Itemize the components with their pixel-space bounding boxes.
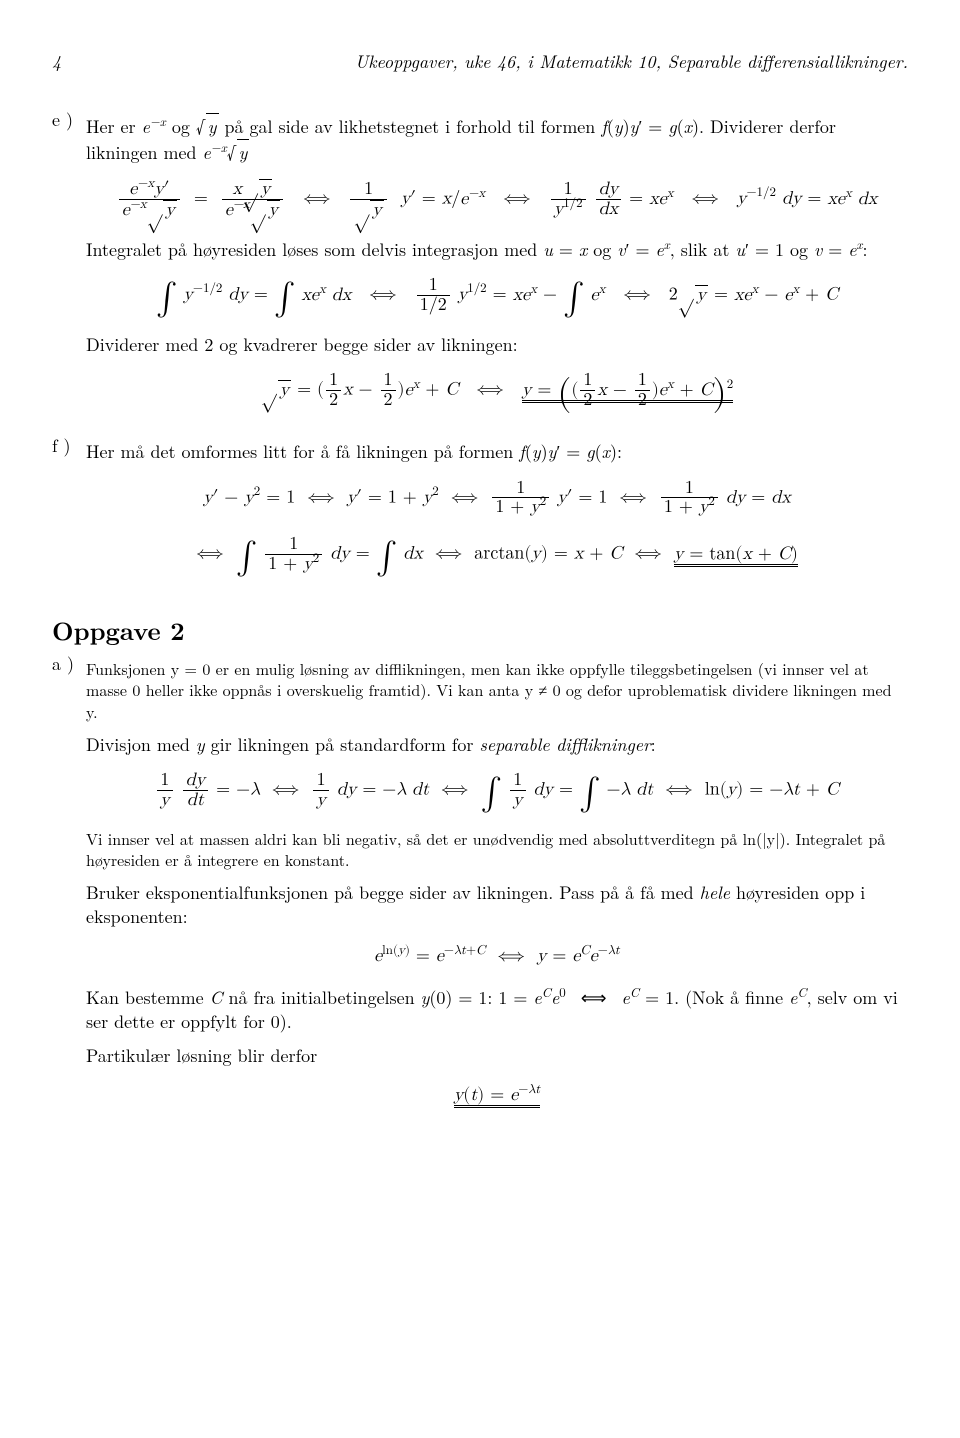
item-f-math2: ⟺ ∫ 11 + y2 dy = ∫ dx ⟺ arctan(y) = x + … xyxy=(86,535,908,574)
item-e-p1: Her er e−x og √y på gal side av likhetst… xyxy=(86,114,908,165)
page-number: 4 xyxy=(52,50,61,74)
page-header: 4 Ukeoppgaver, uke 46, i Matematikk 10, … xyxy=(52,50,908,74)
oppgave-2-title: Oppgave 2 xyxy=(52,614,908,648)
oppgave-2-a-body: Funksjonen y = 0 er en mulig løsning av … xyxy=(86,652,908,1125)
item-e-math1: e−xy′e−x√y = x√ye−x√y ⟺ 1√y y′ = x/e−x ⟺… xyxy=(86,179,908,220)
oppgave-2-a-p2: Divisjon med y gir likningen på standard… xyxy=(86,733,908,757)
item-e-label: e ) xyxy=(52,108,86,428)
item-e-body: Her er e−x og √y på gal side av likhetst… xyxy=(86,108,908,428)
oppgave-2-a-math2: eln(y) = e−λt+C ⟺ y = eCe−λt xyxy=(86,944,908,968)
oppgave-2-a-math3: y(t) = e−λt xyxy=(86,1083,908,1107)
oppgave-2-a-p5: Kan bestemme C nå fra initialbetingelsen… xyxy=(86,986,908,1035)
item-f: f ) Her må det omformes litt for å få li… xyxy=(52,434,908,592)
item-f-label: f ) xyxy=(52,434,86,592)
oppgave-2-a-p4: Bruker eksponentialfunksjonen på begge s… xyxy=(86,881,908,930)
header-title: Ukeoppgaver, uke 46, i Matematikk 10, Se… xyxy=(355,50,908,74)
oppgave-2-a-math1: 1y dydt = −λ ⟺ 1y dy = −λ dt ⟺ ∫ 1y dy =… xyxy=(86,771,908,810)
item-e: e ) Her er e−x og √y på gal side av likh… xyxy=(52,108,908,428)
oppgave-2-a-label: a ) xyxy=(52,652,86,1125)
oppgave-2-a-p3: Vi innser vel at massen aldri kan bli ne… xyxy=(86,828,908,871)
item-f-p1: Her må det omformes litt for å få liknin… xyxy=(86,440,908,464)
oppgave-2-a-p6: Partikulær løsning blir derfor xyxy=(86,1044,908,1068)
oppgave-2-a: a ) Funksjonen y = 0 er en mulig løsning… xyxy=(52,652,908,1125)
item-e-math2: ∫ y−1/2 dy = ∫ xex dx ⟺ 11/2 y1/2 = xex … xyxy=(86,276,908,315)
oppgave-2-a-p1: Funksjonen y = 0 er en mulig løsning av … xyxy=(86,658,908,723)
item-f-math1: y′ − y2 = 1 ⟺ y′ = 1 + y2 ⟺ 11 + y2 y′ =… xyxy=(86,479,908,518)
item-e-p3: Dividerer med 2 og kvadrerer begge sider… xyxy=(86,333,908,357)
item-e-math3: √y = (12x − 12)ex + C ⟺ y = ((12x − 12)e… xyxy=(86,371,908,410)
item-f-body: Her må det omformes litt for å få liknin… xyxy=(86,434,908,592)
item-e-p2: Integralet på høyresiden løses som delvi… xyxy=(86,238,908,262)
